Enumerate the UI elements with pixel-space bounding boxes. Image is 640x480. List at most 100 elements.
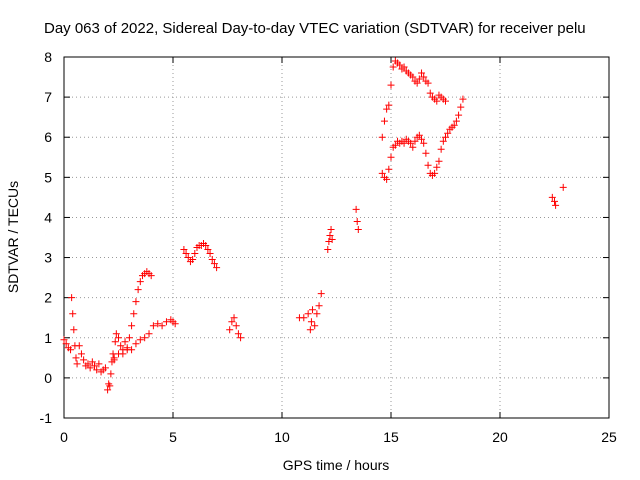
y-tick-label: 2 (44, 290, 52, 306)
data-point (62, 340, 70, 348)
grid (64, 57, 609, 418)
data-marks (60, 57, 567, 394)
y-tick-label: -1 (40, 410, 53, 426)
data-point (400, 63, 408, 71)
data-point (378, 169, 386, 177)
series-seg9 (378, 95, 467, 183)
data-point (136, 336, 144, 344)
data-point (112, 330, 120, 338)
data-point (391, 141, 399, 149)
data-point (548, 193, 556, 201)
data-point (213, 264, 221, 272)
y-tick-label: 6 (44, 129, 52, 145)
data-point (91, 362, 99, 370)
data-point (189, 256, 197, 264)
y-tick-label: 7 (44, 89, 52, 105)
data-point (134, 286, 142, 294)
data-point (145, 330, 153, 338)
y-tick-label: 3 (44, 250, 52, 266)
data-point (204, 246, 212, 254)
data-point (132, 340, 140, 348)
data-point (420, 73, 428, 81)
data-point (326, 231, 334, 239)
data-point (383, 175, 391, 183)
data-point (300, 314, 308, 322)
x-tick-label: 25 (601, 429, 617, 445)
series-seg6 (295, 290, 325, 334)
x-axis-label: GPS time / hours (283, 457, 390, 473)
series-seg3 (110, 316, 179, 364)
data-point (433, 163, 441, 171)
data-point (418, 69, 426, 77)
series-seg7 (324, 225, 336, 254)
data-point (559, 183, 567, 191)
data-point (426, 89, 434, 97)
data-point (435, 157, 443, 165)
data-point (317, 290, 325, 298)
y-tick-label: 4 (44, 209, 52, 225)
data-point (385, 101, 393, 109)
data-point (415, 131, 423, 139)
data-point (234, 330, 242, 338)
data-point (69, 310, 77, 318)
data-point (400, 139, 408, 147)
data-point (444, 129, 452, 137)
data-point (115, 334, 122, 342)
data-point (387, 153, 395, 161)
data-point (158, 322, 166, 330)
series-seg10 (378, 57, 449, 141)
data-point (389, 63, 397, 71)
data-point (442, 97, 449, 105)
series-seg11 (548, 183, 567, 209)
x-tick-label: 10 (274, 429, 290, 445)
data-point (237, 334, 245, 342)
data-point (67, 346, 75, 354)
series-seg4 (180, 240, 221, 272)
data-point (226, 326, 234, 334)
data-point (407, 139, 415, 147)
y-tick-label: 1 (44, 330, 52, 346)
data-point (171, 320, 179, 328)
y-tick-label: 5 (44, 169, 52, 185)
data-point (387, 81, 395, 89)
data-point (202, 242, 210, 250)
data-point (88, 358, 96, 366)
y-tick-label: 0 (44, 370, 52, 386)
data-point (147, 272, 155, 280)
data-point (154, 320, 162, 328)
data-point (313, 310, 321, 318)
series-seg8 (352, 205, 362, 233)
plot-frame (63, 56, 610, 419)
data-point (306, 326, 314, 334)
data-point (184, 254, 192, 262)
data-point (230, 314, 238, 322)
data-point (424, 161, 432, 169)
data-point (315, 302, 323, 310)
data-point (84, 360, 92, 368)
data-point (457, 103, 465, 111)
data-point (439, 137, 447, 145)
data-point (136, 278, 144, 286)
data-point (93, 366, 101, 374)
data-point (552, 201, 560, 209)
data-point (128, 346, 136, 354)
data-point (413, 79, 421, 87)
series-seg1 (60, 294, 109, 376)
x-tick-label: 15 (383, 429, 399, 445)
data-point (132, 298, 140, 306)
x-tick-label: 0 (60, 429, 68, 445)
data-point (311, 322, 319, 330)
x-tick-label: 5 (169, 429, 177, 445)
data-point (385, 165, 393, 173)
data-point (104, 386, 112, 394)
data-point (125, 334, 133, 342)
data-point (77, 350, 85, 358)
data-point (411, 137, 419, 145)
x-tick-label: 20 (492, 429, 508, 445)
data-point (354, 225, 362, 233)
data-point (117, 342, 125, 350)
data-point (60, 336, 68, 344)
data-point (352, 205, 360, 213)
data-point (415, 75, 423, 83)
